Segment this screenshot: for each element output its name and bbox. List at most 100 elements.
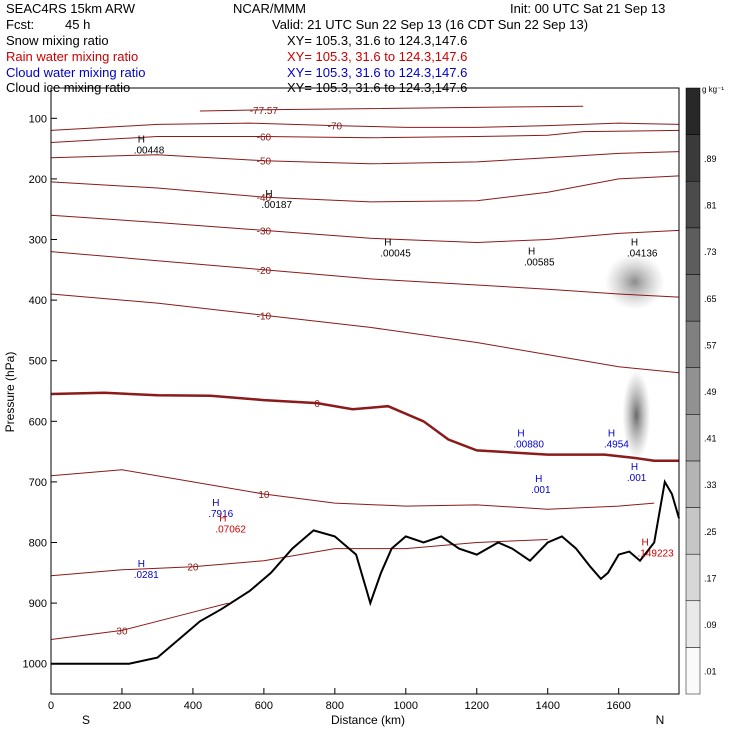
rain-max-h: H (219, 513, 226, 524)
y-tick-label: 600 (29, 416, 47, 428)
colorbar-segment (685, 647, 701, 695)
contour-label: -50 (257, 157, 272, 168)
cloud-water-max-value: .7916 (208, 509, 233, 520)
colorbar-label: .09 (704, 620, 717, 630)
y-tick-label: 400 (29, 295, 47, 307)
colorbar-unit: g kg⁻¹ (702, 85, 724, 94)
temperature-contour (50, 602, 229, 640)
temperature-contour (50, 469, 655, 510)
colorbar-label: .81 (704, 201, 717, 211)
cloud-ice-max-h: H (528, 247, 535, 258)
x-tick-label: 1400 (535, 700, 559, 712)
contour-label: 0 (314, 399, 320, 410)
terrain-line (51, 479, 680, 665)
x-tick-label: 1200 (465, 700, 489, 712)
colorbar-segment (685, 460, 701, 508)
colorbar-segment (685, 227, 701, 275)
cloud-water-max-h: H (138, 559, 145, 570)
temperature-contour (50, 122, 680, 131)
temperature-contour (50, 539, 548, 577)
colorbar-label: .01 (704, 667, 717, 677)
cloud-water-max-h: H (535, 474, 542, 485)
x-tick-label: 600 (255, 700, 273, 712)
colorbar-label: .65 (704, 294, 717, 304)
shading-blob (604, 253, 665, 310)
axis-end-north: N (656, 713, 665, 727)
contour-label: 30 (116, 626, 128, 637)
colorbar-segment (685, 553, 701, 602)
cloud-water-max-h: H (631, 462, 638, 473)
colorbar-segment (685, 414, 701, 462)
legend-rain-xy: XY= 105.3, 31.6 to 124.3,147.6 (287, 49, 468, 64)
colorbar-label: .41 (704, 434, 717, 444)
temperature-contour (199, 105, 584, 112)
temperature-contour (50, 151, 680, 165)
axes: 0 200 400 600 800 1000 1200 1400 160010020030040… (23, 113, 631, 712)
valid-time: Valid: 21 UTC Sun 22 Sep 13 (16 CDT Sun … (272, 17, 589, 32)
temperature-contours: -77.57 -70 -60 -50 -40 -30 -20 -10 0 10 20 30 (50, 105, 680, 640)
x-tick-label: 800 (326, 700, 344, 712)
cloud-ice-max-h: H (384, 238, 391, 249)
fcst-label: Fcst: (6, 17, 35, 32)
colorbar-segment (685, 274, 701, 322)
cloud-ice-max-value: .00585 (524, 258, 555, 269)
colorbar-label: .89 (704, 154, 717, 164)
y-tick-label: 300 (29, 235, 47, 247)
cloud-ice-max-value: .00045 (380, 249, 411, 260)
colorbar-segment (685, 320, 701, 368)
colorbar-label: .57 (704, 340, 717, 350)
x-tick-label: 1600 (606, 700, 630, 712)
colorbar-segment (685, 367, 701, 415)
x-tick-label: 0 (48, 700, 54, 712)
temperature-contour (50, 214, 680, 244)
temperature-contour (50, 129, 680, 143)
colorbar-label: .17 (704, 573, 717, 583)
rain-max-value: .07062 (215, 524, 246, 535)
colorbar-label: .25 (704, 527, 717, 537)
x-tick-label: 200 (113, 700, 131, 712)
cloud-water-max-value: .0281 (134, 570, 159, 581)
cloud-water-max-value: .001 (531, 485, 551, 496)
contour-label: -20 (257, 266, 272, 277)
model-title: SEAC4RS 15km ARW (6, 1, 136, 16)
cloud-ice-max-h: H (138, 135, 145, 146)
y-tick-label: 1000 (23, 659, 47, 671)
colorbar-label: .49 (704, 387, 717, 397)
legend-cloudwater-label: Cloud water mixing ratio (6, 65, 146, 80)
cloud-water-max-h: H (517, 429, 524, 440)
shading-blob (622, 370, 651, 461)
cloud-water-max-h: H (212, 498, 219, 509)
temperature-contour (50, 391, 679, 462)
colorbar-label: .33 (704, 480, 717, 490)
legend-rain-label: Rain water mixing ratio (6, 49, 139, 64)
colorbar-segment (685, 180, 701, 229)
y-tick-label: 900 (29, 598, 47, 610)
cloud-ice-max-value: .00448 (134, 146, 165, 157)
rain-max-h: H (642, 538, 649, 549)
colorbar-segment (685, 600, 701, 648)
cloud-ice-max-h: H (265, 189, 272, 200)
x-tick-label: 400 (184, 700, 202, 712)
axis-end-south: S (82, 713, 90, 727)
y-tick-label: 700 (29, 477, 47, 489)
x-tick-label: 1000 (394, 700, 418, 712)
init-time: Init: 00 UTC Sat 21 Sep 13 (510, 1, 666, 16)
temperature-contour (50, 251, 680, 298)
cloud-water-max-value: .00880 (513, 440, 544, 451)
legend-snow-label: Snow mixing ratio (6, 33, 109, 48)
cloud-ice-max-h: H (631, 238, 638, 249)
contour-label: -60 (257, 132, 272, 143)
colorbar: .01 .09 .17 .25 .33 .41 .49 .57 .65 .73 .81 .89 g kg… (685, 85, 724, 695)
cloud-water-max-value: .001 (627, 473, 647, 484)
y-tick-label: 100 (29, 113, 47, 125)
y-axis-label: Pressure (hPa) (3, 352, 17, 433)
contour-label: 20 (187, 563, 199, 574)
colorbar-segment (685, 507, 701, 555)
y-tick-label: 800 (29, 538, 47, 550)
y-tick-label: 200 (29, 174, 47, 186)
colorbar-segment (685, 87, 701, 135)
cloud-ice-max-value: .04136 (627, 249, 658, 260)
contour-label: -70 (328, 122, 343, 133)
